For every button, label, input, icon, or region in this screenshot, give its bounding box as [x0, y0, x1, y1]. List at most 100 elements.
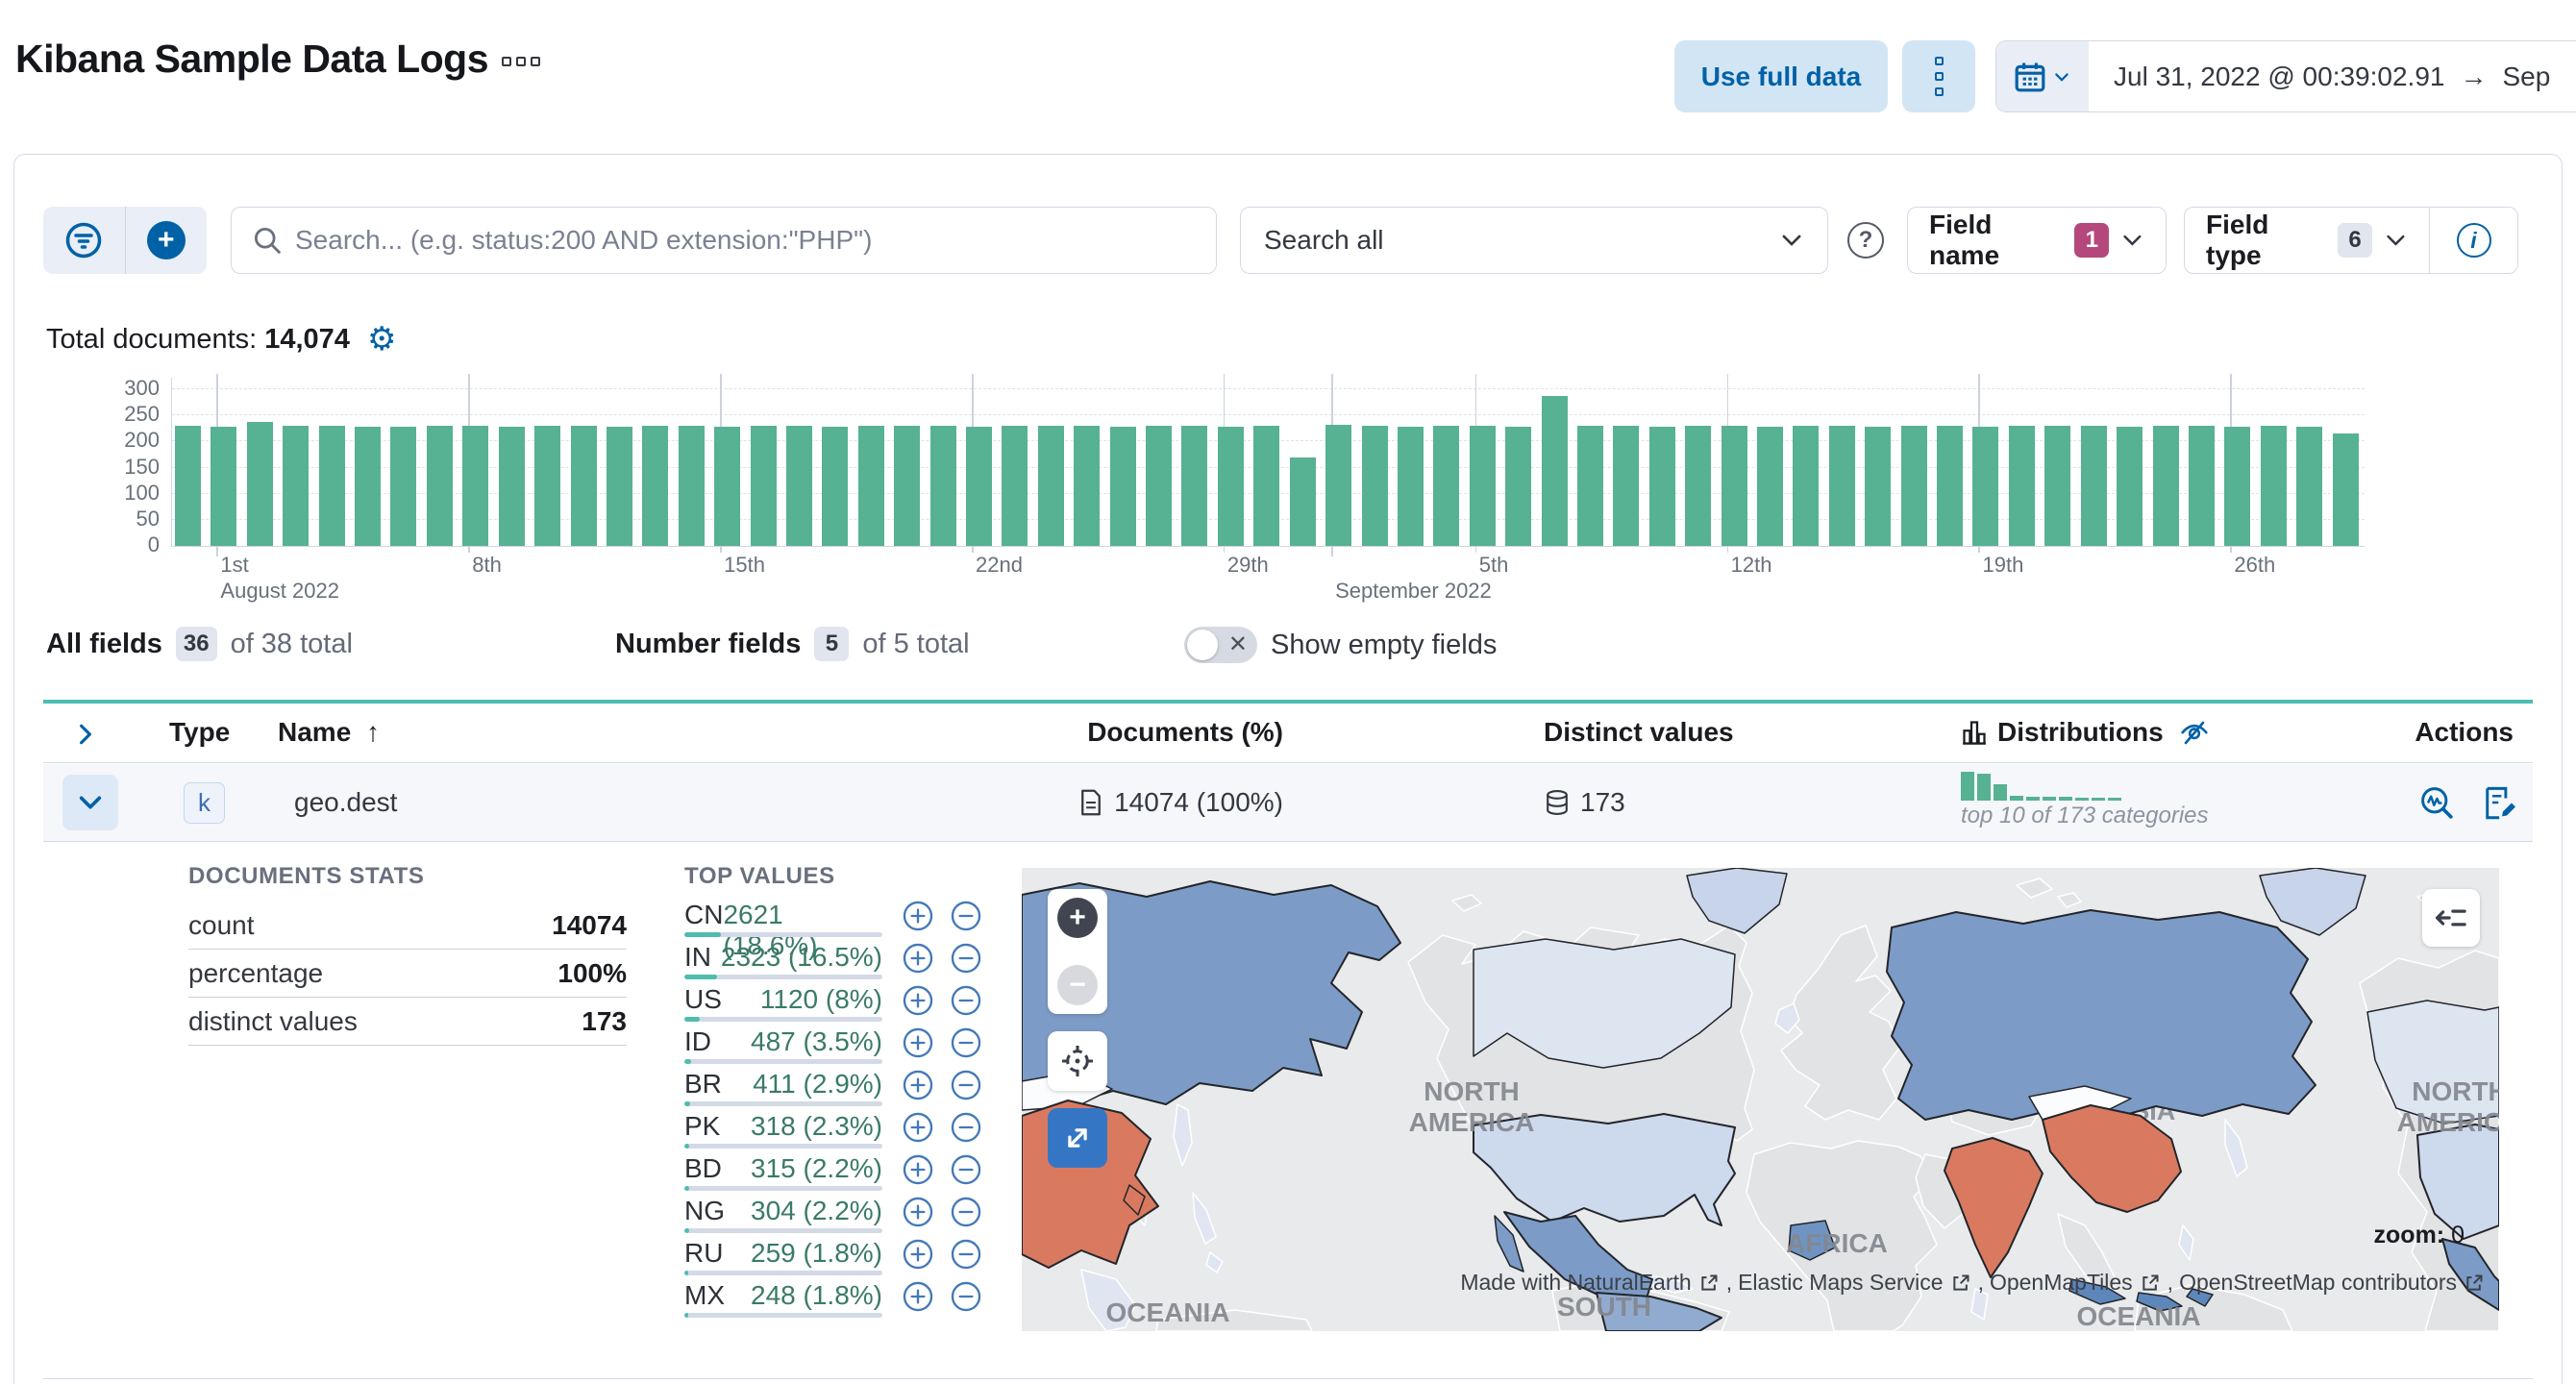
field-name-filter-button[interactable]: Field name 1 [1907, 207, 2167, 274]
date-range-end[interactable]: Sep [2502, 61, 2551, 91]
kebab-menu-button[interactable] [1902, 40, 1975, 112]
field-type-filter-button[interactable]: Field type 6 [2185, 208, 2429, 273]
gear-icon[interactable]: ⚙ [366, 321, 397, 358]
chevron-down-icon [1782, 235, 1801, 246]
map-label-north-2: NORTH [2412, 1076, 2499, 1106]
collapse-row-button[interactable] [62, 775, 118, 830]
top-value-bar [684, 932, 882, 937]
help-icon[interactable]: ? [1847, 222, 1884, 259]
map-fit-to-data-button[interactable] [1048, 1031, 1107, 1091]
expand-all-chevron-icon[interactable] [72, 721, 99, 748]
histogram-bar [1289, 457, 1316, 546]
attribution-link[interactable]: Elastic Maps Service, [1738, 1270, 1984, 1295]
filter-out-value-button[interactable] [950, 984, 982, 1017]
external-link-icon [2466, 1274, 2483, 1291]
column-header-type[interactable]: Type [169, 717, 231, 747]
filter-for-value-button[interactable] [902, 942, 934, 975]
histogram-bar [1146, 425, 1173, 546]
histogram-bar [1074, 426, 1101, 546]
filter-out-value-button[interactable] [950, 1238, 982, 1271]
attribution-link[interactable]: Made with NaturalEarth, [1460, 1270, 1733, 1295]
histogram-bar [534, 426, 561, 546]
top-value-label: PK [684, 1111, 721, 1141]
filter-out-value-button[interactable] [950, 1026, 982, 1059]
top-value-label: BR [684, 1069, 722, 1099]
filter-out-value-button[interactable] [950, 1196, 982, 1228]
filter-out-value-button[interactable] [950, 1069, 982, 1101]
quick-select-button[interactable] [1996, 41, 2089, 111]
search-all-select[interactable]: Search all [1240, 207, 1828, 274]
attribution-link[interactable]: OpenMapTiles, [1989, 1270, 2174, 1295]
top-value-count: 1120 (8%) [759, 984, 882, 1014]
filter-for-value-button[interactable] [902, 984, 934, 1017]
distribution-caption: top 10 of 173 categories [1961, 803, 2209, 828]
top-value-row: IN 2323 (16.5%) [684, 940, 981, 982]
stats-value: 173 [582, 1005, 627, 1036]
edit-field-icon[interactable] [2481, 785, 2515, 820]
table-row-geo-dest[interactable]: k geo.dest 14074 (100%) 173 top 10 of 17… [43, 764, 2533, 842]
column-header-name[interactable]: Name ↑ [278, 717, 381, 747]
histogram-bar [426, 425, 453, 546]
add-filter-button[interactable]: + [124, 207, 208, 274]
histogram-bar [2224, 426, 2251, 546]
histogram-bar [1541, 396, 1568, 546]
filter-for-value-button[interactable] [902, 1196, 934, 1228]
top-value-label: CN [684, 900, 724, 929]
histogram-bar [785, 425, 812, 546]
number-fields-count: Number fields 5 of 5 total [615, 627, 970, 661]
attribution-link[interactable]: OpenStreetMap contributors [2179, 1270, 2486, 1296]
filter-out-value-button[interactable] [950, 1280, 982, 1313]
eye-closed-icon[interactable] [2179, 717, 2210, 748]
top-value-label: RU [684, 1238, 724, 1268]
filter-for-value-button[interactable] [902, 1153, 934, 1186]
chevron-down-icon [79, 796, 102, 809]
map-legend-collapse-button[interactable] [2422, 889, 2480, 947]
map-label-africa: AFRICA [1786, 1228, 1888, 1258]
collapse-legend-icon [2435, 909, 2466, 927]
filter-for-value-button[interactable] [902, 1069, 934, 1101]
use-full-data-button[interactable]: Use full data [1674, 40, 1888, 112]
histogram-bar [2152, 426, 2179, 546]
date-picker[interactable]: Jul 31, 2022 @ 00:39:02.91 → Sep [1995, 40, 2576, 112]
column-header-documents[interactable]: Documents (%) [1087, 717, 1283, 747]
x-axis-tick-label: 8th [472, 553, 502, 577]
x-axis-tick-label: 26th [2234, 553, 2276, 577]
toggle-filters-button[interactable] [43, 207, 125, 274]
choropleth-map[interactable]: ASIA ASIA [1022, 868, 2499, 1331]
filter-out-value-button[interactable] [950, 1111, 982, 1144]
filter-for-value-button[interactable] [902, 1238, 934, 1271]
map-zoom-in-button[interactable]: + [1057, 898, 1098, 938]
filter-out-value-button[interactable] [950, 1153, 982, 1186]
total-documents: Total documents: 14,074 ⚙ [46, 323, 396, 356]
histogram-bar [2260, 426, 2287, 546]
map-zoom-out-button[interactable]: − [1057, 965, 1098, 1005]
histogram-bar [714, 426, 741, 546]
filter-for-value-button[interactable] [902, 1026, 934, 1059]
filter-out-value-button[interactable] [950, 900, 982, 932]
filter-for-value-button[interactable] [902, 1280, 934, 1313]
top-value-label: IN [684, 942, 711, 972]
top-value-row: CN 2621 (18.6%) [684, 898, 981, 960]
filter-out-value-button[interactable] [950, 942, 982, 975]
filter-for-value-button[interactable] [902, 900, 934, 932]
field-name-count-badge: 1 [2074, 223, 2110, 258]
page-title-text: Kibana Sample Data Logs [15, 37, 489, 81]
show-empty-fields-toggle[interactable]: ✕ [1184, 627, 1257, 663]
map-expand-button[interactable] [1048, 1108, 1107, 1168]
column-header-distributions[interactable]: Distributions [1961, 717, 2210, 748]
search-bar [231, 207, 1217, 274]
column-header-distinct-values[interactable]: Distinct values [1544, 717, 1734, 747]
top-value-bar [684, 1059, 882, 1064]
search-input[interactable] [295, 225, 1195, 256]
chevron-down-icon [2387, 235, 2405, 246]
top-value-row: PK 318 (2.3%) [684, 1109, 981, 1151]
stats-value: 100% [557, 957, 627, 988]
date-range-start[interactable]: Jul 31, 2022 @ 00:39:02.91 [2114, 61, 2445, 91]
explore-in-lens-icon[interactable] [2419, 785, 2454, 820]
top-value-row: ID 487 (3.5%) [684, 1025, 981, 1067]
boxes-horizontal-icon[interactable] [502, 57, 541, 67]
field-types-info-button[interactable]: i [2429, 208, 2517, 273]
histogram-bar [1900, 426, 1927, 546]
filter-for-value-button[interactable] [902, 1111, 934, 1144]
